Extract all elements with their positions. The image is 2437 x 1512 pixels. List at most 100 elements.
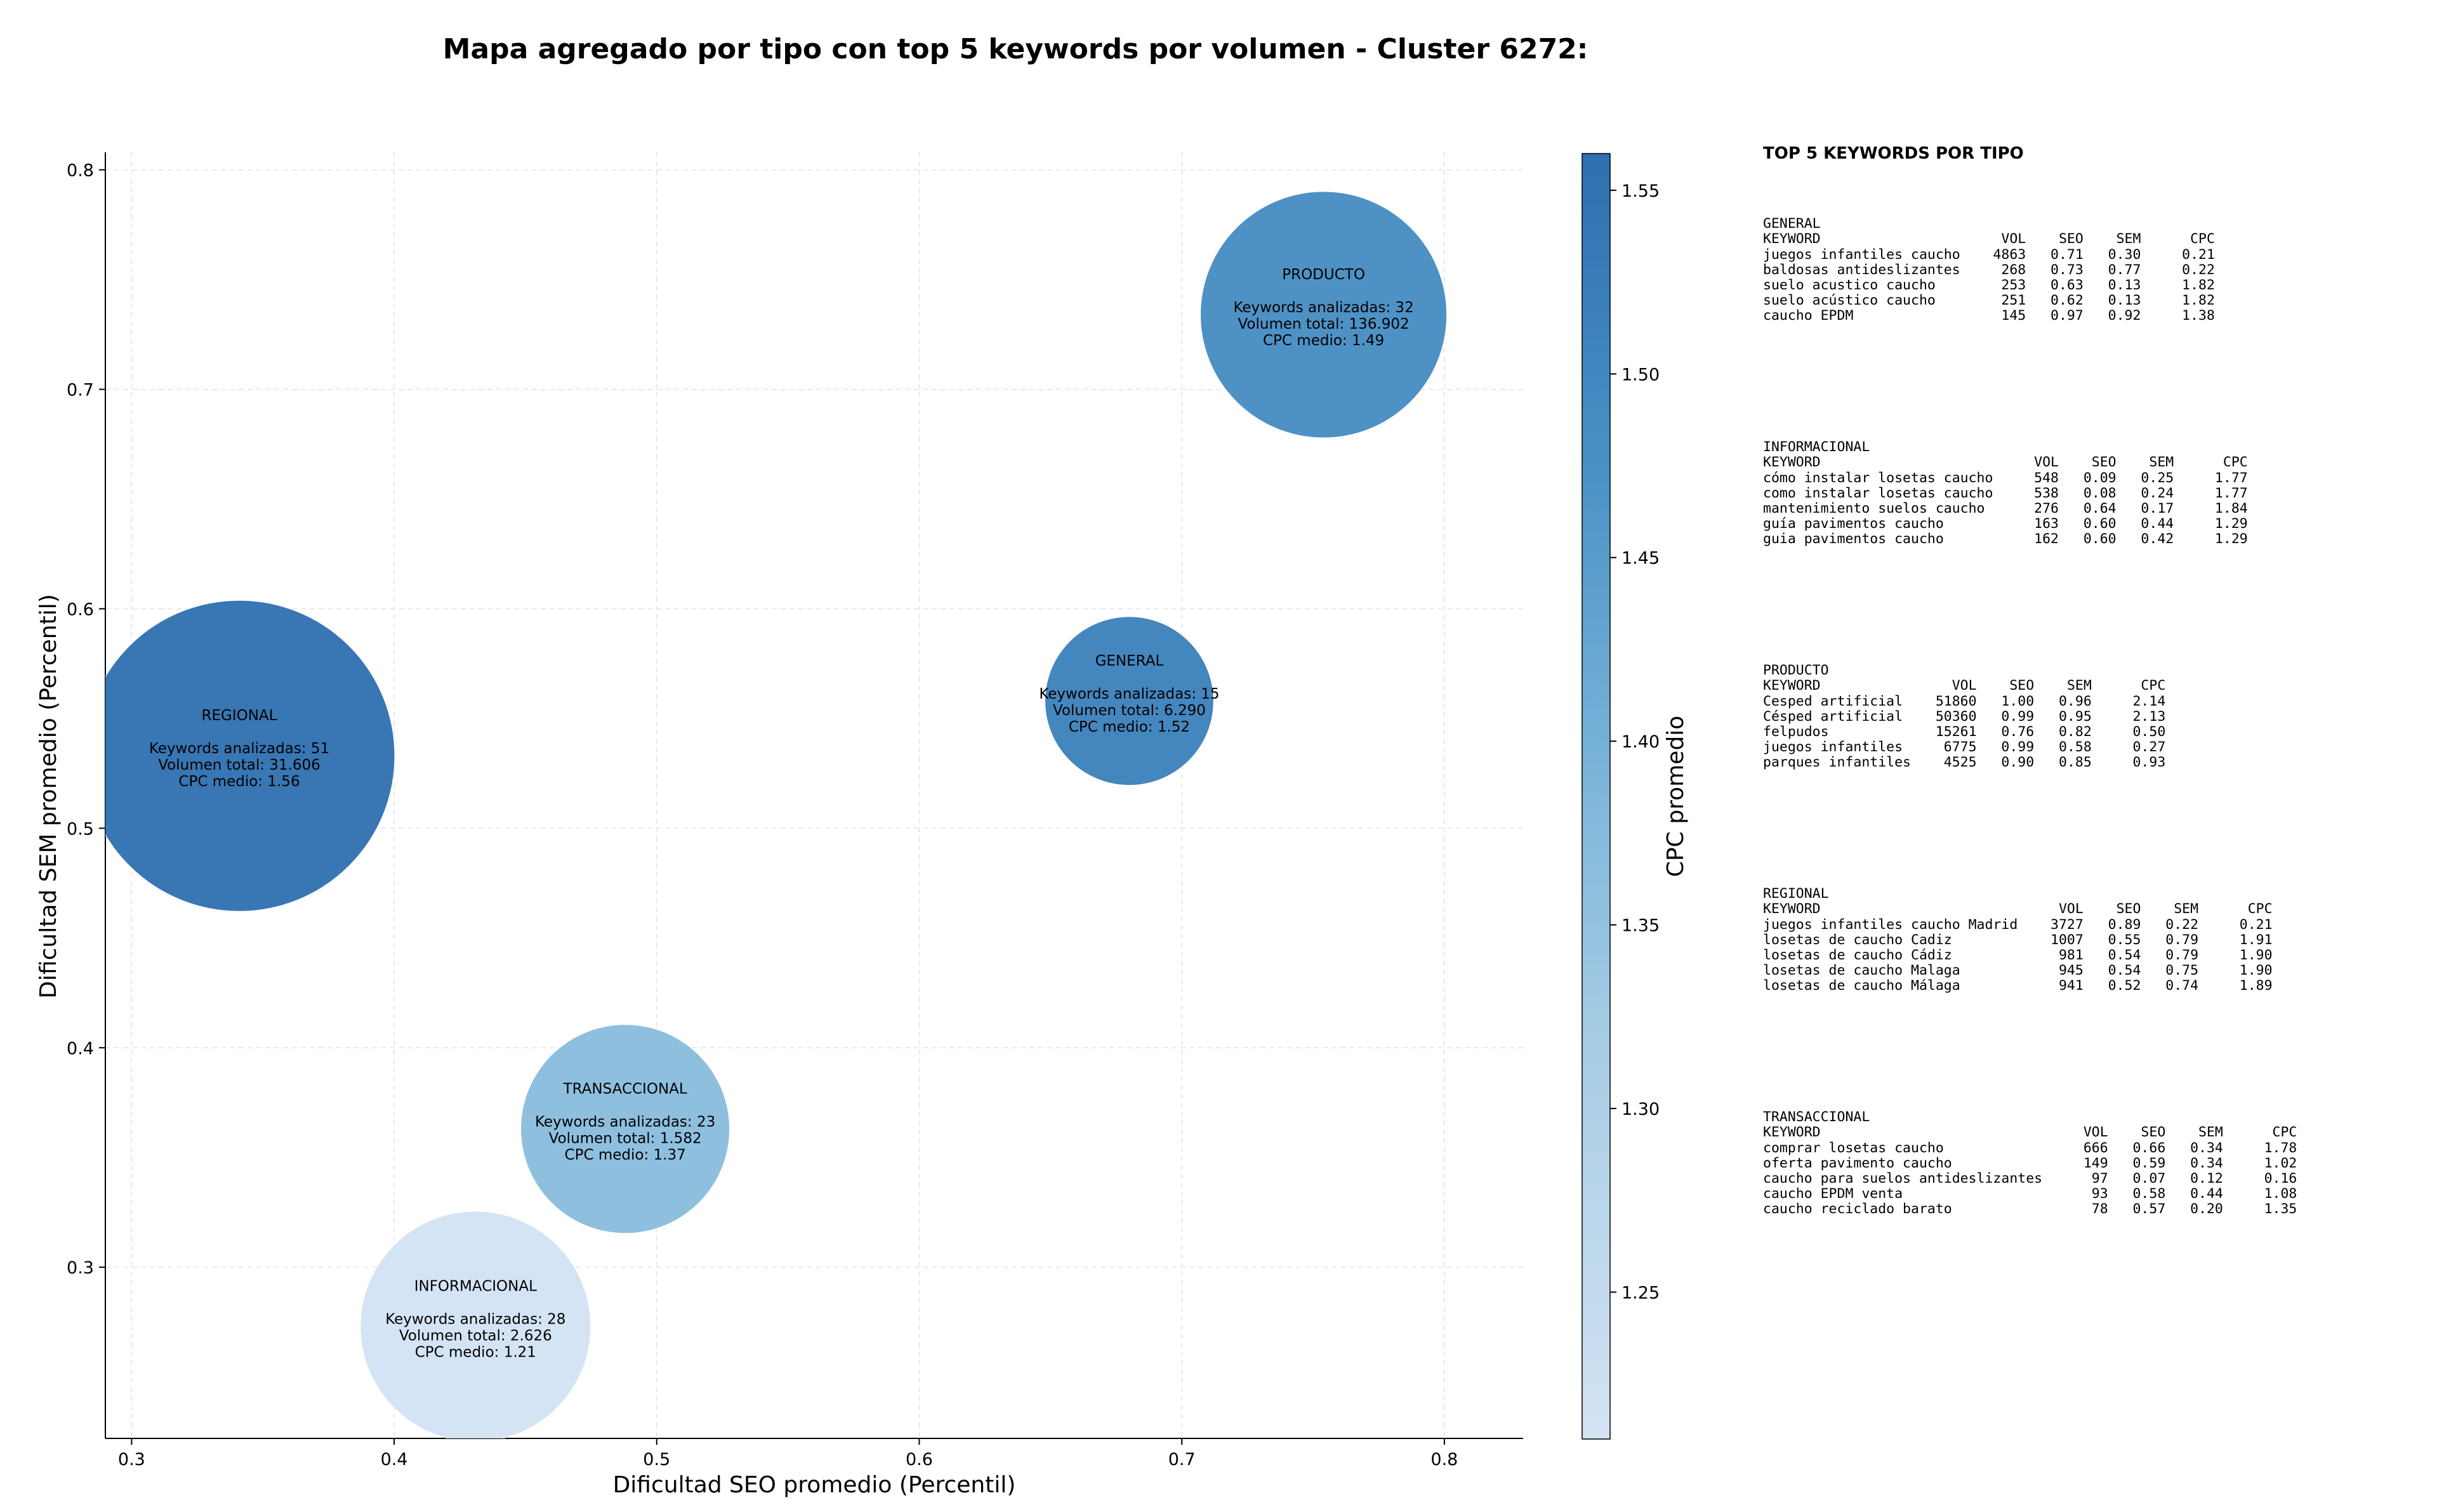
colorbar-tick-label: 1.40 — [1621, 732, 1660, 752]
keyword-table-row: comprar losetas caucho 666 0.66 0.34 1.7… — [1763, 1140, 2297, 1156]
keyword-block-name: PRODUCTO — [1763, 662, 1829, 679]
keyword-table-row: Cesped artificial 51860 1.00 0.96 2.14 — [1763, 693, 2166, 709]
keyword-block-general: GENERAL KEYWORD VOL SEO SEM CPC juegos inf… — [1763, 216, 2215, 324]
bubble-type-label: PRODUCTO — [1282, 266, 1365, 283]
colorbar — [1582, 153, 1611, 1440]
keyword-table-row: juegos infantiles caucho Madrid 3727 0.8… — [1763, 916, 2273, 933]
keyword-table-row: guía pavimentos caucho 163 0.60 0.44 1.2… — [1763, 516, 2248, 532]
y-tick-label: 0.5 — [67, 819, 94, 839]
keyword-table-row: baldosas antideslizantes 268 0.73 0.77 0… — [1763, 261, 2215, 278]
keyword-table-row: caucho reciclado barato 78 0.57 0.20 1.3… — [1763, 1201, 2297, 1218]
keyword-block-name: REGIONAL — [1763, 886, 1829, 902]
keyword-block-informacional: INFORMACIONAL KEYWORD VOL SEO SEM CPC cómo… — [1763, 439, 2248, 548]
y-axis-label: Dificultad SEM promedio (Percentil) — [36, 594, 62, 999]
bubble-circle — [105, 600, 395, 912]
colorbar-ticks: 1.25 1.30 1.35 1.40 1.45 1.50 1.55 — [1610, 181, 1660, 1303]
top-keywords-panel: TOP 5 KEYWORDS POR TIPO GENERAL KEYWORD V… — [1763, 144, 2423, 1217]
bubble-circle — [360, 1211, 591, 1438]
colorbar-tick-label: 1.30 — [1621, 1100, 1660, 1119]
bubble-cpc-label: CPC medio: 1.37 — [565, 1147, 686, 1163]
bubble-circle — [1045, 616, 1214, 786]
y-tick-label: 0.7 — [67, 381, 94, 400]
panel-title: TOP 5 KEYWORDS POR TIPO — [1763, 144, 2024, 163]
keyword-block-producto: PRODUCTO KEYWORD VOL SEO SEM CPC Cesped ar… — [1763, 662, 2166, 771]
keyword-table-header: KEYWORD VOL SEO SEM CPC — [1763, 454, 2248, 471]
keyword-table-header: KEYWORD VOL SEO SEM CPC — [1763, 901, 2273, 917]
bubble-type-label: INFORMACIONAL — [414, 1279, 537, 1295]
keyword-table-row: caucho EPDM venta 93 0.58 0.44 1.08 — [1763, 1186, 2297, 1202]
x-tick-label: 0.3 — [118, 1450, 145, 1469]
bubble-informacional — [360, 1211, 591, 1438]
colorbar-tick-label: 1.50 — [1621, 365, 1660, 385]
bubble-keywords-label: Keywords analizadas: 23 — [535, 1114, 715, 1130]
bubble-keywords-label: Keywords analizadas: 28 — [385, 1311, 565, 1328]
bubble-type-label: TRANSACCIONAL — [563, 1081, 687, 1097]
bubble-keywords-label: Keywords analizadas: 51 — [149, 740, 329, 757]
bubble-type-label: GENERAL — [1095, 653, 1164, 669]
keyword-table-row: guia pavimentos caucho 162 0.60 0.42 1.2… — [1763, 531, 2248, 548]
bubble-cpc-label: CPC medio: 1.21 — [415, 1344, 536, 1361]
y-tick-label: 0.6 — [67, 600, 94, 619]
x-tick-label: 0.5 — [643, 1450, 670, 1469]
keyword-table-row: juegos infantiles 6775 0.99 0.58 0.27 — [1763, 739, 2166, 756]
axis-ticks: 0.3 0.4 0.5 0.6 0.7 0.8 0.3 0.4 0.5 0.6 0.7 0.8 — [67, 161, 1458, 1469]
y-tick-label: 0.3 — [67, 1258, 94, 1278]
keyword-table-row: Césped artificial 50360 0.99 0.95 2.13 — [1763, 708, 2166, 725]
keyword-table-header: KEYWORD VOL SEO SEM CPC — [1763, 231, 2215, 247]
bubble-keywords-label: Keywords analizadas: 15 — [1039, 686, 1219, 702]
keyword-table-row: cómo instalar losetas caucho 548 0.09 0.… — [1763, 470, 2248, 486]
bubble-cpc-label: CPC medio: 1.52 — [1069, 719, 1190, 735]
bubble-volume-label: Volumen total: 1.582 — [549, 1130, 702, 1147]
colorbar-tick-label: 1.45 — [1621, 549, 1660, 569]
bubble-general — [1045, 616, 1214, 786]
y-tick-label: 0.4 — [67, 1039, 94, 1058]
bubble-volume-label: Volumen total: 2.626 — [399, 1328, 552, 1344]
keyword-block-name: GENERAL — [1763, 216, 1821, 232]
keyword-table-row: losetas de caucho Malaga 945 0.54 0.75 1… — [1763, 963, 2273, 979]
bubble-transaccional — [520, 1024, 730, 1234]
keyword-table-row: suelo acústico caucho 251 0.62 0.13 1.82 — [1763, 293, 2215, 309]
bubble-producto — [1200, 191, 1448, 438]
keyword-block-regional: REGIONAL KEYWORD VOL SEO SEM CPC juegos in… — [1763, 886, 2273, 994]
keyword-table-header: KEYWORD VOL SEO SEM CPC — [1763, 1124, 2297, 1141]
bubble-regional — [105, 600, 395, 912]
bubble-cpc-label: CPC medio: 1.49 — [1263, 332, 1384, 349]
keyword-table-row: parques infantiles 4525 0.90 0.85 0.93 — [1763, 754, 2166, 771]
y-tick-label: 0.8 — [67, 161, 94, 181]
colorbar-label: CPC promedio — [1663, 716, 1689, 877]
keyword-table-row: caucho para suelos antideslizantes 97 0.… — [1763, 1171, 2297, 1187]
keyword-table-header: KEYWORD VOL SEO SEM CPC — [1763, 678, 2166, 694]
keyword-table-row: como instalar losetas caucho 538 0.08 0.… — [1763, 485, 2248, 501]
bubble-volume-label: Volumen total: 6.290 — [1053, 702, 1206, 719]
x-tick-label: 0.6 — [906, 1450, 933, 1469]
keyword-table-row: suelo acustico caucho 253 0.63 0.13 1.82 — [1763, 277, 2215, 294]
bubble-keywords-label: Keywords analizadas: 32 — [1233, 299, 1413, 316]
bubble-cpc-label: CPC medio: 1.56 — [178, 773, 300, 790]
keyword-table-row: losetas de caucho Málaga 941 0.52 0.74 1… — [1763, 978, 2273, 994]
keyword-block-transaccional: TRANSACCIONAL KEYWORD VOL SEO SEM CPC comp… — [1763, 1109, 2297, 1218]
x-tick-label: 0.4 — [381, 1450, 408, 1469]
keyword-table-row: losetas de caucho Cadiz 1007 0.55 0.79 1… — [1763, 931, 2273, 948]
keyword-table-row: losetas de caucho Cádiz 981 0.54 0.79 1.… — [1763, 947, 2273, 964]
x-tick-label: 0.7 — [1168, 1450, 1196, 1469]
chart-title: Mapa agregado por tipo con top 5 keyword… — [442, 33, 1588, 65]
bubble-circle — [1200, 191, 1448, 438]
x-axis-label: Dificultad SEO promedio (Percentil) — [613, 1472, 1016, 1498]
bubble-volume-label: Volumen total: 31.606 — [158, 757, 320, 773]
grid-lines — [105, 152, 1523, 1438]
keyword-block-name: INFORMACIONAL — [1763, 439, 1870, 456]
colorbar-tick-label: 1.35 — [1621, 916, 1660, 936]
keyword-table-row: mantenimiento suelos caucho 276 0.64 0.1… — [1763, 501, 2248, 517]
x-tick-label: 0.8 — [1430, 1450, 1458, 1469]
keyword-table-row: caucho EPDM 145 0.97 0.92 1.38 — [1763, 308, 2215, 324]
bubble-circle — [520, 1024, 730, 1234]
bubble-type-label: REGIONAL — [201, 707, 277, 724]
keyword-block-name: TRANSACCIONAL — [1763, 1109, 1870, 1126]
keyword-table-row: juegos infantiles caucho 4863 0.71 0.30 … — [1763, 246, 2215, 263]
colorbar-tick-label: 1.55 — [1621, 181, 1660, 201]
bubble-volume-label: Volumen total: 136.902 — [1238, 316, 1409, 332]
colorbar-tick-label: 1.25 — [1621, 1283, 1660, 1303]
keyword-table-row: felpudos 15261 0.76 0.82 0.50 — [1763, 724, 2166, 740]
